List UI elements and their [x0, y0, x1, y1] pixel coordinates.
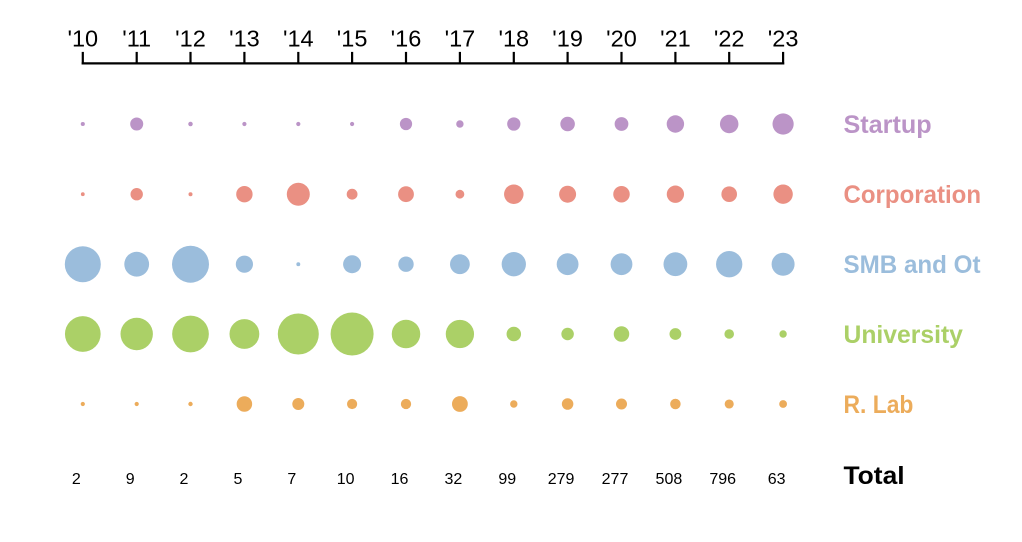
svg-text:9: 9 — [126, 471, 135, 488]
svg-text:32: 32 — [445, 471, 463, 488]
svg-text:'14: '14 — [283, 25, 314, 51]
svg-text:508: 508 — [656, 471, 683, 488]
svg-text:'21: '21 — [660, 25, 691, 51]
svg-text:'19: '19 — [552, 25, 583, 51]
svg-text:'17: '17 — [445, 25, 476, 51]
svg-text:'13: '13 — [229, 25, 260, 51]
svg-text:7: 7 — [287, 471, 296, 488]
svg-text:16: 16 — [391, 471, 409, 488]
svg-text:R. Lab: R. Lab — [844, 391, 914, 419]
svg-text:10: 10 — [337, 471, 355, 488]
svg-text:'11: '11 — [122, 25, 151, 51]
svg-text:5: 5 — [233, 471, 242, 488]
svg-text:Total: Total — [844, 462, 905, 490]
svg-text:'10: '10 — [67, 25, 98, 51]
svg-text:'20: '20 — [606, 25, 637, 51]
svg-text:99: 99 — [498, 471, 516, 488]
svg-text:277: 277 — [602, 471, 629, 488]
svg-text:Corporation: Corporation — [844, 181, 982, 209]
svg-text:'16: '16 — [391, 25, 422, 51]
svg-text:2: 2 — [180, 471, 189, 488]
svg-text:'12: '12 — [175, 25, 206, 51]
svg-text:63: 63 — [768, 471, 786, 488]
svg-text:'23: '23 — [768, 25, 799, 51]
svg-text:University: University — [844, 321, 963, 349]
svg-text:'22: '22 — [714, 25, 745, 51]
svg-text:'18: '18 — [498, 25, 529, 51]
svg-text:SMB and Ot: SMB and Ot — [844, 251, 982, 279]
svg-text:279: 279 — [548, 471, 575, 488]
svg-text:Startup: Startup — [844, 111, 932, 139]
svg-text:'15: '15 — [337, 25, 368, 51]
svg-text:2: 2 — [72, 471, 81, 488]
svg-text:796: 796 — [709, 471, 736, 488]
